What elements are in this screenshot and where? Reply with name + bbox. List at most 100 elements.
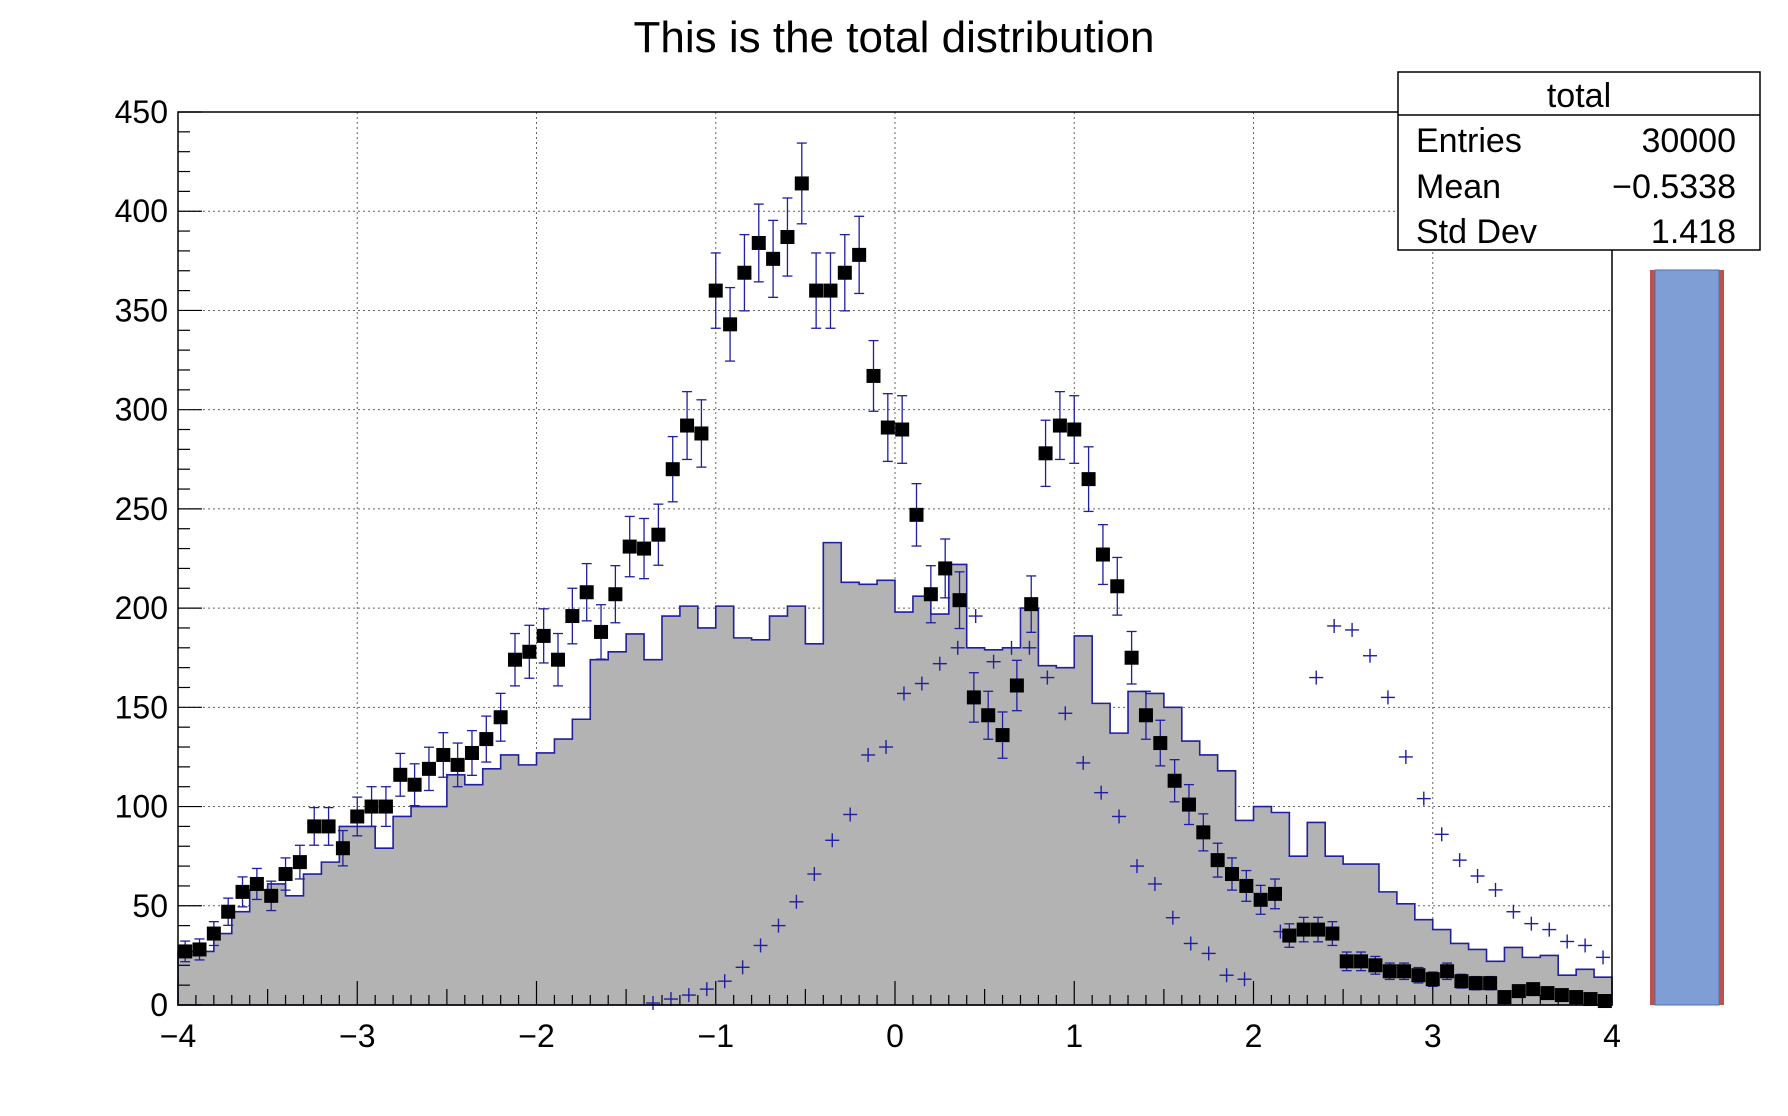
square-marker-point	[1239, 878, 1254, 893]
square-marker-point	[1009, 678, 1024, 693]
square-marker-point	[350, 809, 365, 824]
square-marker	[1368, 955, 1383, 975]
square-marker	[1210, 842, 1225, 878]
square-marker-point	[1095, 547, 1110, 562]
cross-marker	[879, 740, 894, 755]
square-marker-point	[1511, 984, 1526, 999]
cross-marker	[896, 686, 911, 701]
square-marker	[751, 203, 766, 283]
square-marker	[1468, 975, 1483, 991]
square-marker-point	[1138, 708, 1153, 723]
square-marker	[192, 938, 207, 961]
y-tick-label: 450	[115, 94, 168, 130]
square-marker	[737, 233, 752, 312]
square-marker	[794, 142, 809, 225]
square-marker	[1382, 962, 1397, 981]
cross-marker	[1506, 904, 1521, 919]
cross-marker	[1219, 968, 1234, 983]
square-marker	[1282, 923, 1297, 948]
square-marker-point	[751, 235, 766, 250]
square-marker-point	[981, 708, 996, 723]
square-marker	[335, 829, 350, 867]
square-marker	[1597, 994, 1612, 1009]
square-marker	[594, 604, 609, 660]
square-marker	[407, 763, 422, 807]
cross-marker	[1542, 922, 1557, 937]
palette-bar-fill	[1654, 269, 1720, 1006]
square-marker	[479, 715, 494, 763]
cross-marker	[789, 894, 804, 909]
cross-marker	[735, 960, 750, 975]
square-marker	[809, 252, 824, 329]
square-marker	[278, 857, 293, 891]
square-marker	[708, 252, 723, 329]
cross-marker	[1380, 690, 1395, 705]
square-marker-point	[880, 420, 895, 435]
square-marker-point	[1483, 976, 1498, 991]
square-marker	[1124, 630, 1139, 685]
square-marker	[1110, 556, 1125, 616]
square-marker-point	[436, 747, 451, 762]
square-marker	[866, 339, 881, 412]
stats-label-mean: Mean	[1416, 168, 1501, 206]
cross-marker	[1434, 827, 1449, 842]
square-marker	[680, 390, 695, 461]
cross-marker	[699, 982, 714, 997]
square-marker-point	[1397, 964, 1412, 979]
square-marker	[450, 742, 465, 788]
square-marker-point	[1124, 650, 1139, 665]
square-marker-point	[1583, 992, 1598, 1007]
stats-label-entries: Entries	[1416, 122, 1522, 160]
square-marker	[536, 608, 551, 664]
square-marker-point	[866, 368, 881, 383]
square-marker	[307, 806, 322, 846]
square-marker-point	[780, 230, 795, 245]
stats-box[interactable]: total Entries 30000 Mean −0.5338 Std Dev…	[1397, 71, 1761, 251]
square-marker	[436, 732, 451, 778]
square-marker-point	[708, 283, 723, 298]
square-marker	[378, 786, 393, 828]
square-marker-point	[1368, 958, 1383, 973]
square-marker	[1540, 986, 1555, 1001]
square-marker	[837, 233, 852, 312]
square-marker-point	[952, 593, 967, 608]
cross-marker	[1488, 882, 1503, 897]
square-marker-point	[1411, 968, 1426, 983]
square-marker	[1067, 395, 1082, 464]
square-marker	[694, 399, 709, 468]
square-marker	[551, 632, 566, 687]
square-marker-point	[522, 644, 537, 659]
square-marker	[1268, 878, 1283, 910]
cross-marker	[1022, 640, 1037, 655]
axes: −4 −3 −2 −1 0 1 2 3 4 0 50 100 150 200 250 300 350 400 450	[115, 94, 1621, 1054]
palette-bar-edge-left	[1650, 270, 1655, 1005]
square-marker	[1296, 916, 1311, 943]
y-tick-label: 300	[115, 392, 168, 428]
square-marker-point	[1268, 886, 1283, 901]
filled-histogram-area	[177, 541, 1613, 1006]
square-marker	[1095, 523, 1110, 586]
square-marker-point	[966, 690, 981, 705]
cross-marker	[1058, 706, 1073, 721]
x-tick-label: 3	[1424, 1018, 1442, 1054]
y-tick-label: 200	[115, 590, 168, 626]
square-marker	[909, 483, 924, 547]
square-marker-point	[608, 587, 623, 602]
y-tick-label: 400	[115, 193, 168, 229]
square-marker-point	[909, 507, 924, 522]
square-marker	[493, 692, 508, 742]
cross-marker	[1147, 876, 1162, 891]
square-marker	[321, 806, 336, 846]
square-marker	[938, 538, 953, 599]
square-marker	[565, 587, 580, 645]
x-tick-label: 4	[1603, 1018, 1621, 1054]
cross-marker	[1129, 859, 1144, 874]
cross-marker	[1345, 622, 1360, 637]
cross-marker	[1470, 869, 1485, 884]
y-tick-label: 100	[115, 789, 168, 825]
square-marker	[995, 711, 1010, 759]
cross-marker	[717, 974, 732, 989]
square-marker	[651, 503, 666, 566]
square-marker-point	[1181, 797, 1196, 812]
square-marker-point	[421, 761, 436, 776]
